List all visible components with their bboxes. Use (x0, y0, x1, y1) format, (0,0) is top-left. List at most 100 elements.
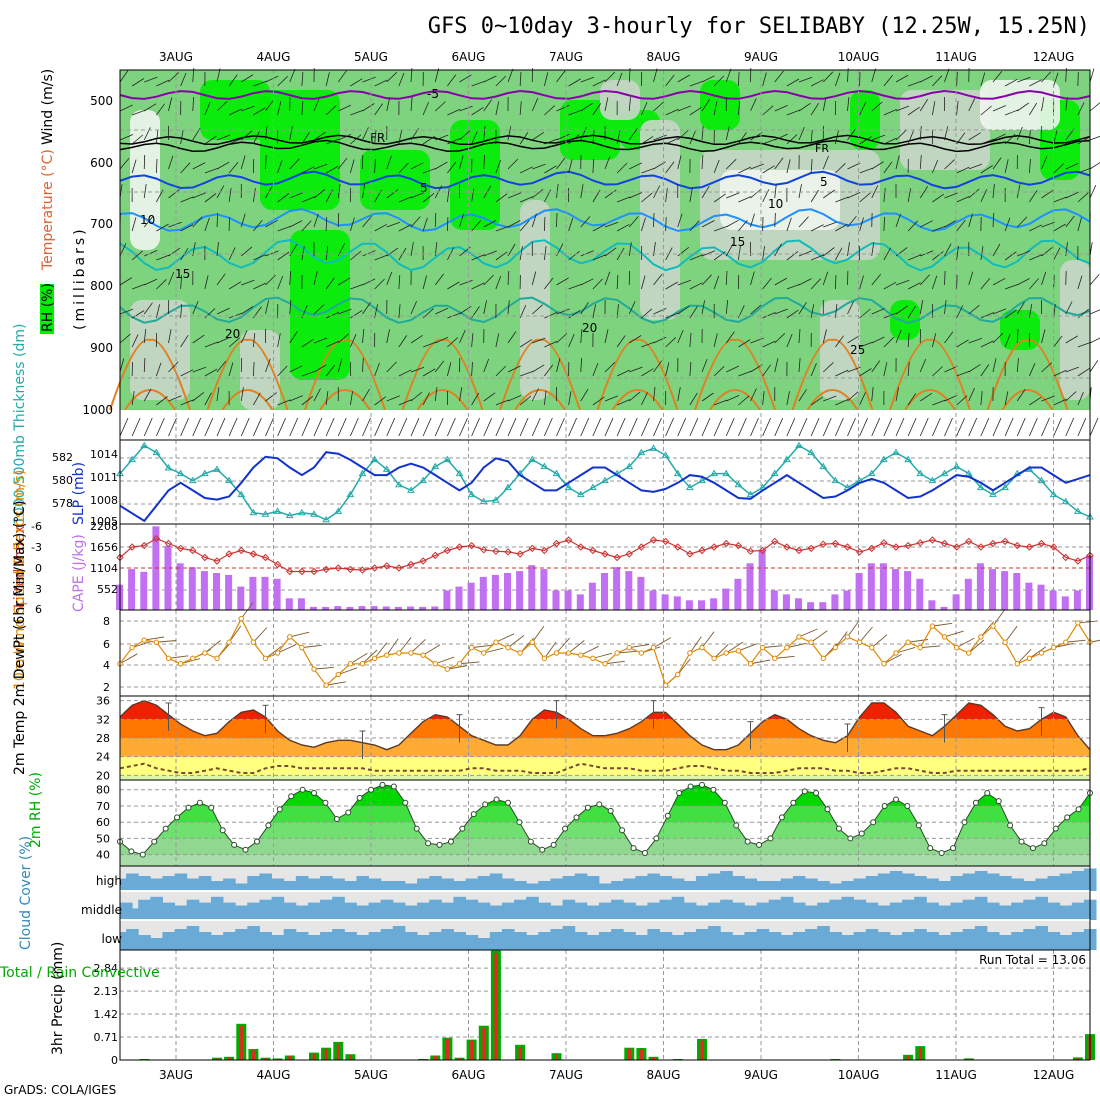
wind-barb (216, 212, 219, 228)
rh2m-marker (938, 850, 945, 857)
rh2m-marker (927, 845, 934, 852)
wind10m-barb (144, 636, 165, 641)
wind-barb (907, 220, 918, 232)
wind-barb (301, 71, 304, 87)
cloud-bar (332, 929, 345, 950)
wind-barb (495, 193, 508, 203)
wind-barb (350, 283, 364, 290)
thickness-marker (261, 510, 270, 517)
cloud-bar (768, 881, 782, 891)
cape-bar (807, 602, 815, 610)
ylabel-lifted-index: Lifted Index (12, 526, 28, 608)
wind-barb (180, 417, 189, 437)
wind-barb (422, 101, 429, 116)
wind-barb (119, 333, 131, 344)
wind-barb (919, 300, 924, 315)
thickness-marker (188, 476, 197, 484)
rh2m-marker (356, 794, 363, 801)
wind-barb (168, 395, 182, 402)
wind-barb (398, 335, 408, 348)
wind-barb (580, 357, 583, 373)
cloud-bar (501, 929, 515, 950)
wind-barb (871, 134, 886, 141)
wind-barb (1089, 360, 1099, 373)
wind10m-barb (968, 639, 985, 654)
lifted-marker (431, 551, 439, 560)
cape-bar (370, 606, 378, 610)
thickness-marker (455, 469, 464, 477)
wind-barb (374, 254, 388, 261)
wind-barb (1065, 417, 1075, 437)
thickness-marker (1037, 476, 1046, 484)
lifted-marker (916, 539, 924, 547)
wind-barb (447, 108, 461, 116)
cloud-bar (950, 876, 964, 891)
cloud-bar (732, 935, 745, 950)
wind-barb (156, 417, 165, 437)
wind-barb (677, 329, 684, 344)
cloud-bar (914, 876, 927, 891)
wind-barb (895, 213, 901, 228)
wind-barb (592, 103, 602, 116)
wind-barb (519, 71, 522, 87)
wind10m-ytick: 8 (103, 615, 110, 628)
lifted-marker (940, 539, 949, 548)
lifted-marker (189, 546, 197, 555)
wind-barb (398, 399, 412, 406)
wind-barb (859, 368, 872, 377)
wind-barb (653, 273, 663, 286)
cloud-bar (307, 902, 321, 920)
cloud-bar (792, 876, 806, 891)
rh2m-marker (231, 841, 238, 848)
cloud-bar (295, 932, 309, 950)
wind10m-barb (168, 655, 189, 659)
wind10m-barb (338, 667, 358, 675)
wind-barb (980, 72, 986, 87)
wind-barb (628, 417, 638, 437)
wind10m-barb (992, 609, 1005, 627)
temperature-contour-line (119, 89, 1091, 100)
lifted-marker (1001, 537, 1009, 546)
cloud-bar (198, 902, 212, 920)
wind10m-barb (944, 630, 964, 638)
wind-barb (665, 108, 679, 116)
wind-barb (1089, 337, 1100, 344)
wind-barb (689, 188, 693, 203)
wind-barb (459, 305, 472, 315)
wind-barb (301, 196, 315, 203)
rh2m-marker (527, 838, 534, 845)
thickness-marker (625, 462, 634, 470)
wind-barb (131, 310, 145, 319)
wind-barb (883, 281, 897, 290)
wind-barb (956, 166, 970, 174)
cloud-bar (441, 878, 454, 891)
wind-barb (277, 399, 291, 406)
wind-barb (386, 361, 397, 373)
wind-barb (628, 97, 631, 112)
temperature-contour-30 (806, 389, 859, 411)
cloud-bar (720, 899, 733, 920)
cloud-bar (902, 873, 915, 891)
top-date-labels: 3AUG 4AUG 5AUG 6AUG 7AUG 8AUG 9AUG 10AUG 11AUG 12… (159, 50, 1074, 64)
wind-barb (143, 184, 147, 199)
wind-barb (1065, 366, 1079, 373)
wind10m-marker (1038, 650, 1045, 656)
wind-barb (1089, 135, 1100, 141)
wind-barb (289, 299, 292, 315)
precip-convective-bar (918, 1047, 922, 1060)
wind-barb (168, 97, 173, 112)
thickness-ytick: 580 (52, 474, 73, 487)
lifted-marker (589, 546, 597, 555)
cloud-bar (368, 878, 382, 891)
wind-barb (895, 387, 900, 402)
thickness-marker (867, 469, 876, 477)
wind-barb (144, 250, 158, 257)
profile-ytick: 1000 (82, 403, 113, 417)
rh2m-marker (995, 798, 1002, 805)
cloud-bar (138, 876, 151, 891)
cloud-bar (283, 929, 297, 950)
wind-barb (847, 215, 857, 228)
thickness-marker (976, 483, 985, 491)
rh2m-marker (562, 825, 569, 832)
